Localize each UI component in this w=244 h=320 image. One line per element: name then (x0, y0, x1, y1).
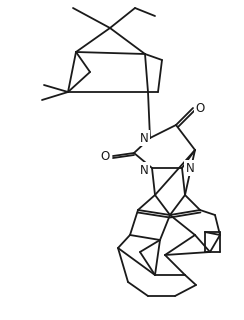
Text: N: N (186, 162, 194, 174)
Text: O: O (195, 101, 205, 115)
Text: N: N (140, 132, 148, 145)
Text: N: N (140, 164, 148, 177)
Text: O: O (100, 149, 110, 163)
